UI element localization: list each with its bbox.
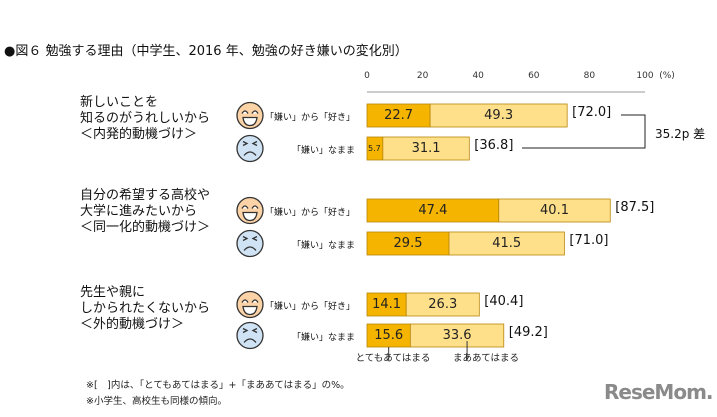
smile-face-icon: [236, 196, 264, 225]
x-tick-label: 60: [528, 71, 540, 81]
bar-segment-somewhat: [448, 231, 565, 256]
smile-face-icon: [236, 101, 264, 130]
total-label: [49.2]: [508, 325, 548, 340]
group-label: ＜内発的動機づけ＞: [80, 127, 198, 142]
group-label: しかられたくないから: [80, 301, 211, 316]
bar-segment-somewhat: [429, 103, 568, 128]
bar-segment-somewhat: [382, 136, 470, 161]
data-label-somewhat: 49.3: [484, 108, 514, 123]
row-label: 「嫌い」から「好き」: [264, 302, 355, 312]
note-2: ※小学生、高校生も同様の傾向。: [86, 396, 227, 407]
data-label-somewhat: 41.5: [492, 236, 522, 251]
total-label: [87.5]: [615, 200, 655, 215]
legend-somewhat: まああてはまる: [452, 353, 520, 364]
group-label: 大学に進みたいから: [80, 204, 198, 219]
x-tick-label: 0: [364, 71, 370, 81]
unit-label: (%): [659, 71, 675, 81]
row-label: 「嫌い」から「好き」: [264, 208, 355, 218]
data-label-very: 5.7: [368, 144, 381, 153]
resemom-logo: ReseMom.: [604, 380, 714, 404]
group-label: 知るのがうれしいから: [80, 111, 211, 126]
x-tick-label: 40: [472, 71, 484, 81]
frown-face-icon: [236, 229, 264, 258]
data-label-very: 22.7: [384, 108, 414, 123]
total-label: [36.8]: [474, 138, 514, 153]
group-label: ＜同一化的動機づけ＞: [80, 220, 211, 235]
group-label: 自分の希望する高校や: [80, 188, 211, 203]
data-label-somewhat: 40.1: [540, 203, 569, 218]
total-label: [71.0]: [569, 233, 609, 248]
total-label: [72.0]: [572, 105, 612, 120]
data-label-very: 47.4: [418, 203, 448, 218]
bar-segment-somewhat: [409, 323, 505, 348]
data-label-very: 14.1: [372, 297, 402, 312]
smile-face-icon: [236, 290, 264, 319]
row-label: 「嫌い」なまま: [291, 333, 355, 343]
data-label-very: 29.5: [393, 236, 423, 251]
group-label: ＜外的動機づけ＞: [80, 317, 185, 332]
frown-face-icon: [236, 134, 264, 163]
x-tick-label: 100: [636, 71, 654, 81]
data-label-somewhat: 26.3: [428, 297, 458, 312]
difference-bracket: [522, 114, 646, 149]
difference-label: 35.2p 差: [655, 126, 706, 141]
row-label: 「嫌い」なまま: [291, 146, 355, 156]
frown-face-icon: [236, 321, 264, 350]
total-label: [40.4]: [484, 294, 524, 309]
x-tick-label: 20: [416, 71, 429, 81]
x-tick-label: 80: [583, 71, 596, 81]
group-label: 先生や親に: [80, 285, 146, 300]
legend-very: とてもあてはまる: [355, 353, 431, 364]
bar-segment-somewhat: [405, 292, 480, 317]
bar-segment-somewhat: [498, 198, 611, 223]
data-label-somewhat: 31.1: [411, 141, 441, 156]
note-1: ※[ ]内は、「とてもあてはまる」+「まああてはまる」の%。: [86, 380, 350, 391]
group-label: 新しいことを: [80, 95, 159, 110]
row-label: 「嫌い」から「好き」: [264, 113, 355, 123]
data-label-very: 15.6: [374, 328, 404, 343]
row-label: 「嫌い」なまま: [291, 241, 355, 251]
data-label-somewhat: 33.6: [442, 328, 472, 343]
chart-title: ●図６ 勉強する理由（中学生、2016 年、勉強の好き嫌いの変化別）: [4, 44, 408, 59]
